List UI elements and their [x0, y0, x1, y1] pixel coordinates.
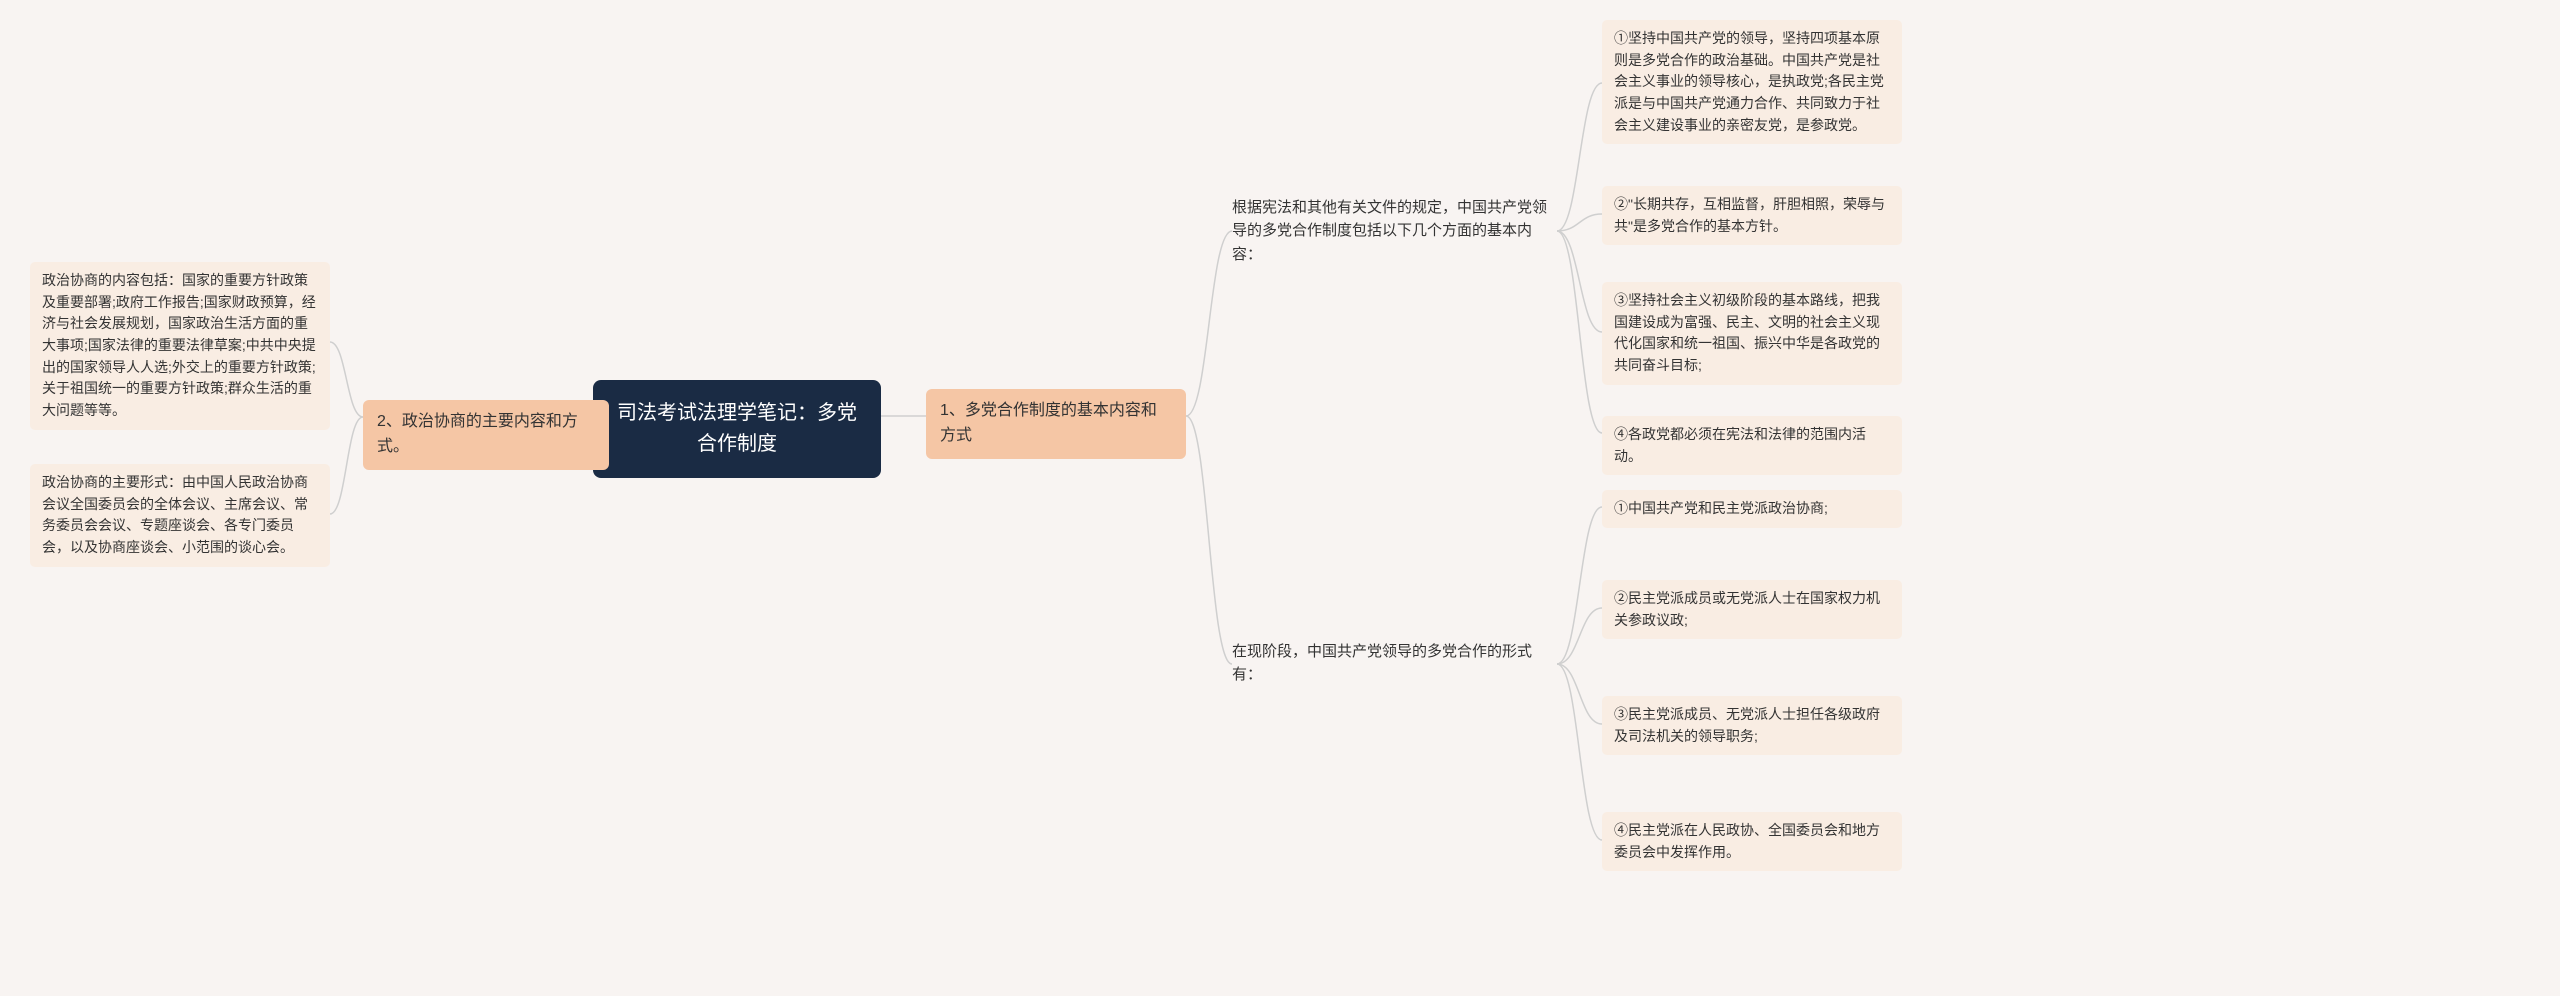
sub-right-1: 在现阶段，中国共产党领导的多党合作的形式有：	[1232, 640, 1557, 687]
leaf-left-0: 政治协商的内容包括：国家的重要方针政策及重要部署;政府工作报告;国家财政预算，经…	[30, 262, 330, 430]
leaf-right-1-2: ③民主党派成员、无党派人士担任各级政府及司法机关的领导职务;	[1602, 696, 1902, 755]
leaf-right-1-0: ①中国共产党和民主党派政治协商;	[1602, 490, 1902, 528]
sub-right-0: 根据宪法和其他有关文件的规定，中国共产党领导的多党合作制度包括以下几个方面的基本…	[1232, 196, 1557, 266]
branch-left: 2、政治协商的主要内容和方式。	[363, 400, 609, 470]
leaf-right-1-3: ④民主党派在人民政协、全国委员会和地方委员会中发挥作用。	[1602, 812, 1902, 871]
root-node: 司法考试法理学笔记：多党合作制度	[593, 380, 881, 478]
leaf-right-0-0: ①坚持中国共产党的领导，坚持四项基本原则是多党合作的政治基础。中国共产党是社会主…	[1602, 20, 1902, 144]
mindmap-canvas: 司法考试法理学笔记：多党合作制度 1、多党合作制度的基本内容和方式 根据宪法和其他有…	[0, 0, 2560, 996]
leaf-right-0-1: ②"长期共存，互相监督，肝胆相照，荣辱与共"是多党合作的基本方针。	[1602, 186, 1902, 245]
leaf-right-0-3: ④各政党都必须在宪法和法律的范围内活动。	[1602, 416, 1902, 475]
leaf-right-1-1: ②民主党派成员或无党派人士在国家权力机关参政议政;	[1602, 580, 1902, 639]
leaf-left-1: 政治协商的主要形式：由中国人民政治协商会议全国委员会的全体会议、主席会议、常务委…	[30, 464, 330, 567]
connectors-layer	[0, 0, 2560, 996]
leaf-right-0-2: ③坚持社会主义初级阶段的基本路线，把我国建设成为富强、民主、文明的社会主义现代化…	[1602, 282, 1902, 385]
branch-right: 1、多党合作制度的基本内容和方式	[926, 389, 1186, 459]
